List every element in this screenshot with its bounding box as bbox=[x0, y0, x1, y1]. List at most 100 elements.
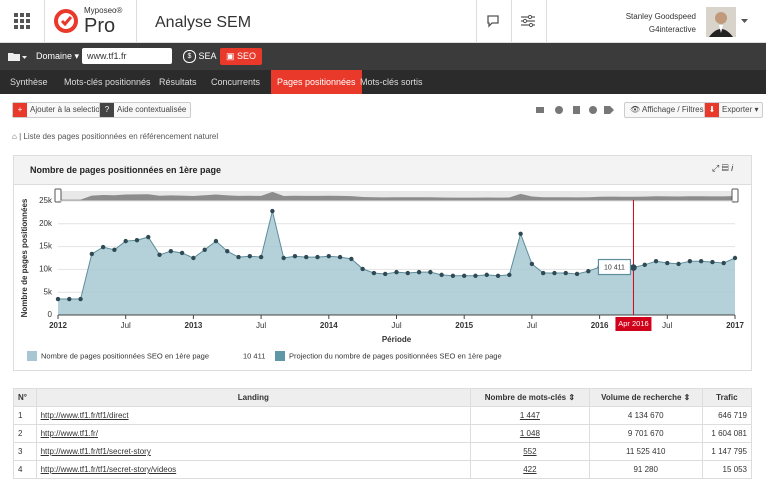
point bbox=[258, 254, 264, 260]
point bbox=[326, 253, 331, 259]
point bbox=[552, 270, 557, 276]
y-tick-label: 10k bbox=[39, 265, 53, 274]
cell: 11 525 410 bbox=[588, 442, 703, 461]
x-axis-label: Période bbox=[382, 335, 412, 344]
landing-link[interactable]: http://www.tf1.fr/tf1/direct bbox=[35, 406, 472, 425]
tab[interactable]: Pages positionnées bbox=[271, 70, 362, 94]
navigator-handle[interactable] bbox=[54, 188, 62, 203]
point bbox=[563, 270, 568, 276]
url-input[interactable]: www.tf1.fr bbox=[82, 48, 172, 64]
column-header: Landing bbox=[35, 388, 472, 407]
export-label: Exporter bbox=[722, 105, 753, 114]
column-header[interactable]: Trafic bbox=[701, 388, 753, 407]
landing-link[interactable]: http://www.tf1.fr/ bbox=[35, 424, 472, 443]
chat-icon[interactable] bbox=[486, 14, 502, 28]
navigator-handle[interactable] bbox=[731, 188, 739, 203]
x-tick-label: Jul bbox=[662, 321, 672, 330]
y-axis-label: Nombre de pages positionnées bbox=[20, 198, 29, 317]
help-button[interactable]: ? Aide contextualisée bbox=[99, 102, 192, 118]
tab[interactable]: Résultats bbox=[159, 77, 197, 87]
user-caret[interactable] bbox=[741, 19, 749, 25]
point bbox=[236, 254, 241, 260]
point bbox=[462, 273, 467, 278]
point bbox=[100, 244, 106, 250]
domain-select[interactable]: Domaine ▾ bbox=[36, 51, 80, 61]
point bbox=[191, 255, 196, 261]
seo-button[interactable]: ▣ SEO bbox=[220, 48, 262, 65]
chart-panel: Nombre de pages positionnées en 1ère pag… bbox=[13, 155, 752, 371]
cell[interactable]: 1 048 bbox=[470, 424, 590, 443]
column-header[interactable]: Volume de recherche ⇕ bbox=[588, 388, 703, 407]
cell: 4 134 670 bbox=[588, 406, 703, 425]
landing-link[interactable]: http://www.tf1.fr/tf1/secret-story bbox=[35, 442, 472, 461]
folder-icon[interactable] bbox=[8, 51, 28, 63]
table-header-row: N° Landing Nombre de mots-clés ⇕ Volume de … bbox=[13, 388, 753, 407]
logo bbox=[54, 9, 78, 33]
table-row: 4 http://www.tf1.fr/tf1/secret-story/vide… bbox=[13, 460, 753, 479]
action-icons[interactable] bbox=[536, 104, 620, 116]
tooltip-box bbox=[597, 258, 632, 276]
landing-link[interactable]: http://www.tf1.fr/tf1/secret-story/video… bbox=[35, 460, 472, 479]
chart-tools[interactable]: ⤢ ▤ i bbox=[712, 163, 734, 173]
tab[interactable]: Synthèse bbox=[10, 77, 48, 87]
tab[interactable]: Concurrents bbox=[211, 77, 261, 87]
point bbox=[653, 258, 659, 264]
apps-icon[interactable] bbox=[14, 13, 30, 29]
cell[interactable]: 552 bbox=[470, 442, 590, 461]
point bbox=[383, 271, 388, 277]
point bbox=[304, 254, 309, 260]
point bbox=[507, 272, 512, 278]
table-row: 3 http://www.tf1.fr/tf1/secret-story 552 11… bbox=[13, 442, 753, 461]
point bbox=[157, 252, 162, 258]
cell[interactable]: 422 bbox=[470, 460, 590, 479]
point bbox=[710, 259, 715, 265]
column-header[interactable]: Nombre de mots-clés ⇕ bbox=[470, 388, 590, 407]
tab[interactable]: Mots-clés positionnés bbox=[64, 77, 151, 87]
point bbox=[89, 251, 95, 257]
legend-swatch bbox=[27, 351, 37, 361]
table-row: 1 http://www.tf1.fr/tf1/direct 1 447 4 134 … bbox=[13, 406, 753, 425]
legend-label: Nombre de pages positionnées SEO en 1ère… bbox=[41, 351, 209, 360]
chart: 0 5k 10k 15k 20k 25k Nombre de pages positionn… bbox=[20, 188, 744, 361]
cell: 91 280 bbox=[588, 460, 703, 479]
tab[interactable]: Mots-clés sortis bbox=[360, 77, 423, 87]
x-tick-label: 2017 bbox=[726, 321, 744, 330]
x-tick-label: 2015 bbox=[455, 321, 473, 330]
tab-bar: Synthèse Mots-clés positionnés Résultats Co… bbox=[0, 70, 766, 94]
cell: 3 bbox=[13, 442, 37, 461]
x-tick-label: 2016 bbox=[591, 321, 609, 330]
tooltip-label: 10 411 bbox=[604, 264, 625, 271]
point bbox=[732, 255, 738, 261]
landing-table: N° Landing Nombre de mots-clés ⇕ Volume de … bbox=[13, 388, 753, 479]
point bbox=[123, 238, 128, 244]
cell: 9 701 670 bbox=[588, 424, 703, 443]
add-selection-button[interactable]: + Ajouter à la selection bbox=[12, 102, 110, 118]
page-title: Analyse SEM bbox=[155, 14, 252, 31]
avatar[interactable] bbox=[706, 7, 736, 37]
display-filters-button[interactable]: 👁 Affichage / Filtres bbox=[624, 102, 710, 118]
point bbox=[574, 271, 580, 277]
divider bbox=[511, 0, 512, 42]
point bbox=[134, 238, 140, 243]
settings-icon[interactable] bbox=[520, 14, 536, 28]
point bbox=[292, 253, 298, 259]
domain-label: Domaine bbox=[36, 51, 73, 61]
point bbox=[586, 269, 591, 274]
breadcrumb: ⌂ | Liste des pages positionnées en réfé… bbox=[12, 132, 219, 141]
point bbox=[518, 231, 523, 237]
x-tick-label: Jul bbox=[527, 321, 537, 330]
point bbox=[281, 255, 286, 261]
divider bbox=[136, 0, 137, 42]
point bbox=[495, 273, 501, 278]
chart-header bbox=[14, 156, 751, 185]
sea-button[interactable]: $ SEA bbox=[183, 49, 217, 64]
point bbox=[202, 247, 207, 252]
divider bbox=[44, 0, 45, 42]
point bbox=[213, 238, 219, 244]
point bbox=[394, 269, 399, 275]
brand-small: Myposeo® bbox=[84, 6, 123, 15]
export-button[interactable]: ⬇ Exporter ▾ bbox=[704, 102, 764, 118]
y-tick-label: 5k bbox=[44, 287, 53, 296]
cell[interactable]: 1 447 bbox=[470, 406, 590, 425]
